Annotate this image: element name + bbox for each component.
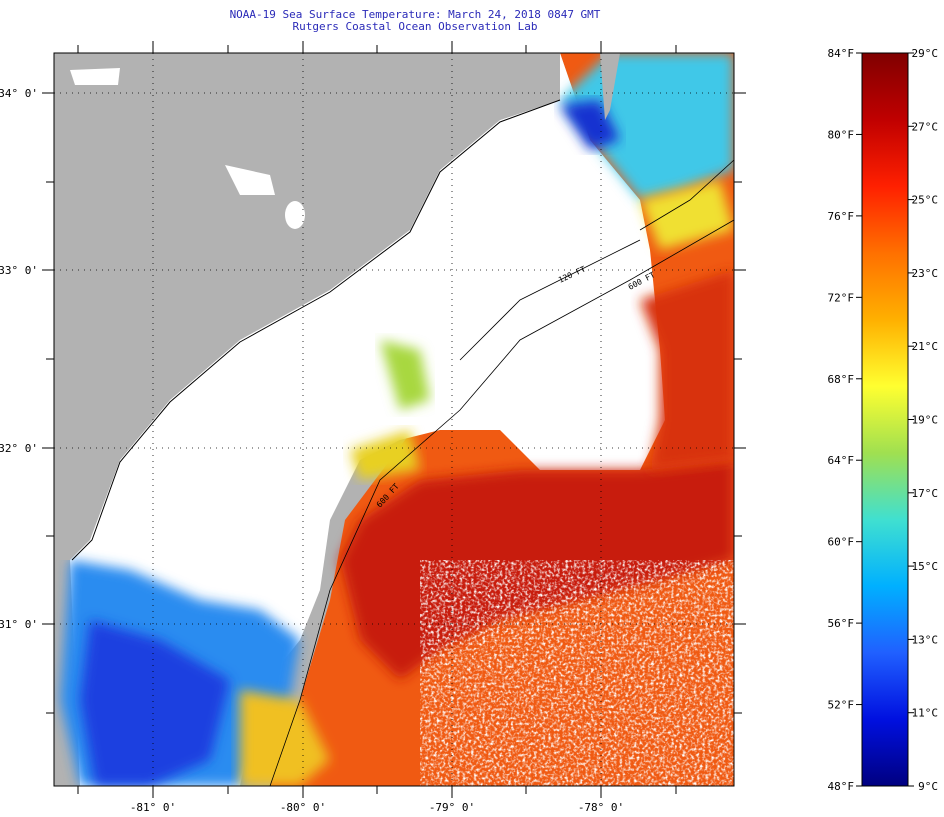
- colorbar-c-label: 29°C: [912, 47, 939, 60]
- colorbar-c-label: 11°C: [912, 707, 939, 720]
- yellow-mid: [350, 430, 420, 480]
- colorbar-f-label: 72°F: [828, 291, 855, 304]
- yellow-front: [240, 690, 330, 786]
- coastline: [71, 99, 561, 561]
- map-border: [53, 52, 735, 787]
- gulf-stream-east: [640, 270, 734, 470]
- land: [54, 53, 560, 560]
- lat-label-34: 34° 0': [0, 87, 38, 100]
- inland-cloud-3: [285, 201, 305, 229]
- colorbar-f-label: 56°F: [828, 617, 855, 630]
- inland-cloud-1: [70, 68, 120, 85]
- lat-label-31: 31° 0': [0, 618, 38, 631]
- colorbar-c-label: 17°C: [912, 487, 939, 500]
- lat-label-33: 33° 0': [0, 264, 38, 277]
- colorbar-c-label: 13°C: [912, 633, 939, 646]
- inland-cloud-2: [225, 165, 275, 195]
- land-ne: [600, 53, 620, 120]
- isobath-600ft-ne: [639, 159, 734, 231]
- isobath-600ft: [269, 219, 734, 786]
- colorbar-c-label: 9°C: [918, 780, 938, 793]
- green-mid: [380, 340, 430, 410]
- colorbar-fahrenheit-labels: 84°F 80°F 76°F 72°F 68°F 64°F 60°F 56°F 52°F 48°F: [828, 47, 862, 793]
- colorbar-f-label: 84°F: [828, 47, 855, 60]
- colorbar-c-label: 21°C: [912, 340, 939, 353]
- cloud-speckle: [420, 560, 734, 786]
- cloud-mask: [70, 53, 665, 786]
- colorbar-c-label: 27°C: [912, 120, 939, 133]
- cool-shelf-blue: [80, 620, 230, 786]
- colorbar-f-label: 52°F: [828, 699, 855, 712]
- lon-label-78: -78° 0': [578, 801, 624, 814]
- colorbar-c-label: 19°C: [912, 414, 939, 427]
- colorbar-f-label: 76°F: [828, 210, 855, 223]
- colorbar-c-label: 15°C: [912, 560, 939, 573]
- map-subtitle: Rutgers Coastal Ocean Observation Lab: [292, 20, 538, 33]
- lon-label-80: -80° 0': [280, 801, 326, 814]
- colorbar-f-label: 68°F: [828, 373, 855, 386]
- colorbar-c-label: 23°C: [912, 267, 939, 280]
- colorbar-f-label: 48°F: [828, 780, 855, 793]
- lon-label-79: -79° 0': [429, 801, 475, 814]
- colorbar-celsius-labels: 29°C 27°C 25°C 23°C 21°C 19°C 17°C 15°C 13°C 11°C…: [908, 47, 938, 793]
- colorbar-f-label: 60°F: [828, 536, 855, 549]
- graticule: [54, 53, 734, 786]
- colorbar-c-label: 25°C: [912, 194, 939, 207]
- colorbar: [861, 52, 909, 787]
- axis-ticks: [42, 41, 746, 798]
- lon-label-81: -81° 0': [130, 801, 176, 814]
- warm-front-ne: [640, 180, 734, 250]
- map-content: 120 FT 600 FT 600 FT: [54, 53, 734, 786]
- map-title: NOAA-19 Sea Surface Temperature: March 2…: [229, 8, 601, 21]
- colorbar-f-label: 80°F: [828, 128, 855, 141]
- colorbar-f-label: 64°F: [828, 454, 855, 467]
- lat-label-32: 32° 0': [0, 442, 38, 455]
- isobath-120ft: [459, 239, 641, 361]
